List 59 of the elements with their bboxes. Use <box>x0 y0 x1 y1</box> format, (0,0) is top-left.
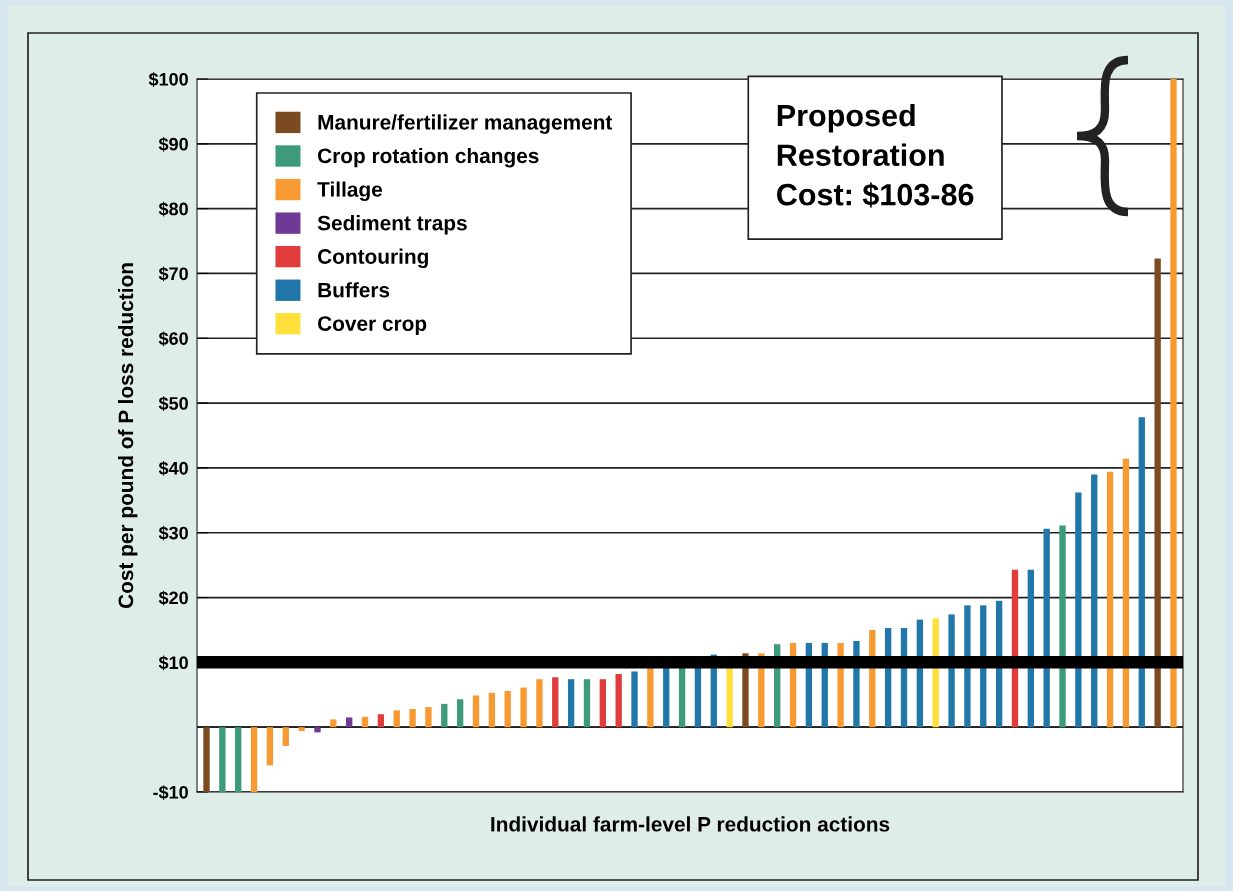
bar <box>1106 471 1114 728</box>
bar <box>599 679 606 728</box>
bar <box>266 727 274 766</box>
bar <box>377 714 385 728</box>
bar <box>964 605 971 728</box>
bar <box>1122 458 1130 728</box>
bar <box>948 614 955 728</box>
bar <box>361 716 369 728</box>
bar <box>552 677 559 728</box>
bar <box>472 695 480 728</box>
legend-label: Contouring <box>317 248 428 269</box>
bar <box>536 679 543 728</box>
legend-label: Cover crop <box>317 316 427 336</box>
y-tick-label: $50 <box>158 396 188 411</box>
annotation: Proposed Restoration Cost: $103-86 <box>777 103 974 208</box>
bar <box>520 687 527 728</box>
legend-label: Crop rotation changes <box>317 147 539 168</box>
bar <box>1138 417 1145 728</box>
bar <box>1059 525 1066 728</box>
legend-label: Tillage <box>317 181 383 202</box>
bar <box>314 727 321 733</box>
bar <box>1170 79 1177 728</box>
bar <box>504 690 511 728</box>
bar <box>441 703 448 728</box>
y-tick-label: $90 <box>158 136 188 152</box>
bar <box>567 679 575 728</box>
y-axis-title: Cost per pound of P loss reduction <box>117 263 138 609</box>
y-tick-label: $60 <box>158 331 188 347</box>
x-axis-title: Individual farm-level P reduction actions <box>491 816 890 832</box>
y-tick-label: $100 <box>148 72 188 87</box>
bar <box>330 719 337 728</box>
bar <box>631 671 638 728</box>
y-tick-label: -$10 <box>153 785 188 800</box>
bar <box>235 727 242 792</box>
bar <box>203 727 210 792</box>
bar <box>1075 492 1082 728</box>
bar <box>250 727 258 792</box>
bar <box>393 710 400 728</box>
y-tick-label: $40 <box>158 461 188 476</box>
bar <box>583 679 591 728</box>
y-tick-label: $70 <box>158 266 188 282</box>
legend-label: Buffers <box>318 282 390 298</box>
y-tick-label: $80 <box>158 201 188 217</box>
y-tick-label: $10 <box>158 655 188 671</box>
bar <box>298 727 305 732</box>
legend-label: Sediment traps <box>317 215 467 235</box>
bar <box>456 699 464 728</box>
bar <box>488 692 496 728</box>
bar <box>615 674 622 728</box>
legend-label: Manure/fertilizer management <box>318 114 613 134</box>
bar <box>425 707 432 728</box>
bar <box>346 717 353 728</box>
y-tick-label: $30 <box>158 525 188 541</box>
bar <box>282 727 289 746</box>
bar <box>219 727 226 792</box>
bar <box>1154 258 1161 728</box>
y-tick-label: $20 <box>158 590 188 606</box>
bar <box>409 709 416 728</box>
bar <box>1091 474 1098 728</box>
